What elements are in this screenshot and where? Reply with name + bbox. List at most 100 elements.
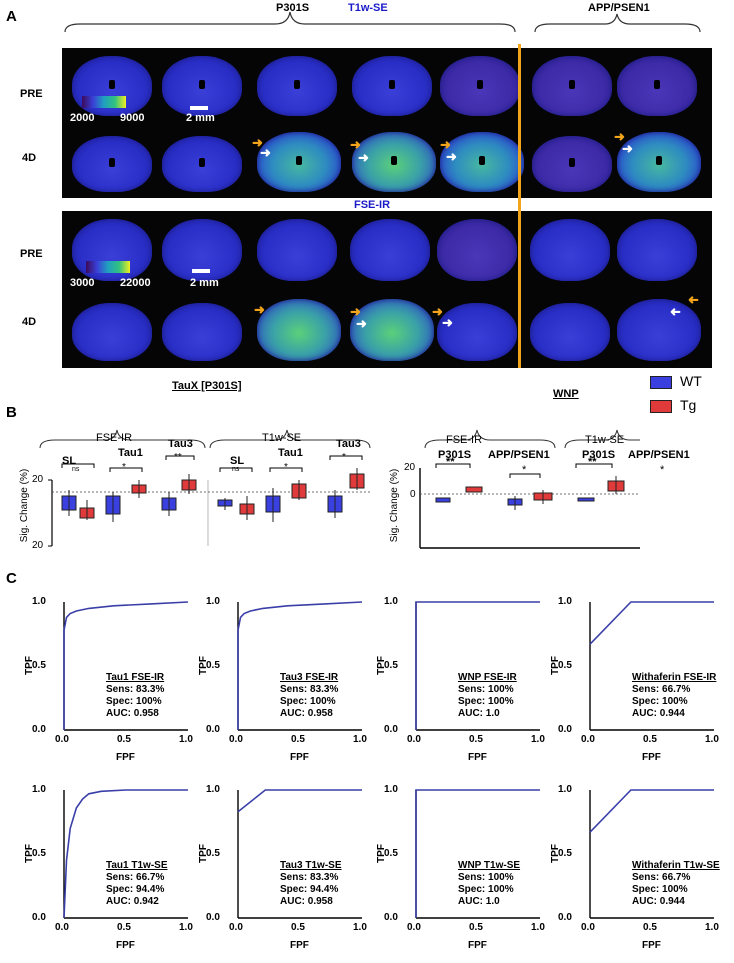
roc-stats: Tau1 T1w-SE Sens: 66.7% Spec: 94.4% AUC: 0.…: [106, 860, 168, 908]
roc-title: Tau3 T1w-SE: [280, 860, 342, 871]
xtick-label: 0.5: [291, 922, 305, 933]
brain-slice: [72, 136, 152, 192]
roc-stat-line: AUC: 1.0: [458, 708, 500, 719]
roc-curve: [589, 601, 714, 645]
roc-title: Tau3 FSE-IR: [280, 672, 339, 683]
group-label-tau1: Tau1: [278, 447, 303, 459]
brain-slice: [162, 136, 242, 192]
xtick-label: 1.0: [179, 734, 193, 745]
ytick-label: 0.5: [206, 660, 220, 671]
xtick-label: 0.0: [581, 734, 595, 745]
ytick-label: 0.0: [206, 724, 220, 735]
brain-slice: [352, 56, 432, 116]
group-app-label: APP/PSEN1: [588, 2, 650, 14]
xlabel: FPF: [290, 752, 309, 763]
roc-stat-line: Sens: 83.3%: [280, 872, 339, 883]
white-arrow-icon: ➜: [442, 315, 453, 330]
white-arrow-icon: ➜: [670, 304, 681, 319]
sig-star: **: [588, 456, 597, 468]
group-label-p301s: P301S: [582, 449, 616, 461]
xlabel: FPF: [468, 940, 487, 951]
roc-curve: [237, 789, 362, 813]
group-p301s-label: P301S: [276, 2, 310, 14]
orange-arrow-icon: ➜: [254, 302, 265, 317]
orange-arrow-icon: ➜: [614, 129, 625, 144]
roc-stat-line: Spec: 100%: [458, 884, 514, 895]
roc-curve: [415, 601, 540, 730]
ytick-label: 0.0: [32, 912, 46, 923]
xtick-label: 0.5: [643, 734, 657, 745]
white-arrow-icon: ➜: [260, 145, 271, 160]
ytick-label: 1.0: [206, 596, 220, 607]
t1-colorbar: [82, 96, 126, 108]
ytick-label: 0.5: [384, 848, 398, 859]
ytick-label: 1.0: [206, 784, 220, 795]
sig-star: *: [122, 462, 126, 473]
orange-arrow-icon: ➜: [440, 137, 451, 152]
sig-ns: ns: [232, 466, 240, 473]
xlabel: FPF: [468, 752, 487, 763]
white-arrow-icon: ➜: [622, 141, 633, 156]
row-4d-label: 4D: [22, 152, 37, 164]
ytick-label: 0.5: [558, 848, 572, 859]
brain-slice: [532, 56, 612, 116]
brain-slice: [532, 136, 612, 192]
roc-stat-line: AUC: 0.958: [106, 708, 159, 719]
fse-ir-group-label: FSE-IR: [446, 434, 483, 446]
ytick-label: 0.5: [384, 660, 398, 671]
legend-tg-label: Tg: [680, 397, 697, 413]
orange-arrow-icon: ➜: [432, 304, 443, 319]
panel-a-brackets: [64, 11, 701, 33]
row-4d-label: 4D: [22, 316, 37, 328]
roc-stat-line: Sens: 100%: [458, 684, 514, 695]
group-label-tau3: Tau3: [336, 438, 361, 450]
roc-stats: Tau1 FSE-IR Sens: 83.3% Spec: 100% AUC: 0.9…: [106, 672, 164, 720]
group-label-sl: SL: [62, 455, 77, 467]
xtick-label: 1.0: [531, 734, 545, 745]
roc-title: Tau1 FSE-IR: [106, 672, 165, 683]
roc-stat-line: AUC: 1.0: [458, 896, 500, 907]
brain-slice-enhanced: [257, 299, 341, 361]
brain-slice-enhanced: [617, 132, 701, 192]
t1w-se-title: T1w-SE: [348, 2, 388, 14]
roc-stat-line: Spec: 100%: [632, 696, 688, 707]
ylabel: TPF: [375, 844, 387, 863]
xtick-label: 0.0: [55, 922, 69, 933]
xtick-label: 1.0: [353, 922, 367, 933]
roc-title: WNP FSE-IR: [458, 672, 517, 683]
ytick-label: 1.0: [32, 596, 46, 607]
roc-chart: 1.0 0.5 0.0 0.0 0.5 1.0 FPF TPF WNP FSE-IR Sens: …: [376, 590, 550, 770]
fse-colorbar: [86, 261, 130, 273]
xtick-label: 0.0: [581, 922, 595, 933]
xtick-label: 0.5: [117, 734, 131, 745]
sig-star: *: [660, 464, 665, 476]
t1-colorbar-min: 2000: [70, 112, 95, 124]
ytick-label: 0.5: [558, 660, 572, 671]
brain-slice: [72, 303, 152, 361]
roc-chart: 1.0 0.5 0.0 0.0 0.5 1.0 FPF TPF Tau1 T1w-SE Sens:…: [24, 778, 198, 958]
roc-chart: 1.0 0.5 0.0 0.0 0.5 1.0 FPF TPF WNP T1w-SE Sens: …: [375, 778, 550, 958]
t1-scale-bar: [190, 106, 208, 110]
t1-colorbar-max: 9000: [120, 112, 145, 124]
ytick-label: 0.0: [558, 912, 572, 923]
white-arrow-icon: ➜: [356, 316, 367, 331]
sig-ns: ns: [72, 466, 80, 473]
xtick-label: 0.5: [469, 734, 483, 745]
t1w-mri-grid: 2000 9000 2 mm ➜ ➜ ➜ ➜ ➜ ➜ ➜ ➜: [62, 48, 712, 198]
sig-star: *: [342, 452, 346, 463]
group-label-tau3: Tau3: [168, 438, 193, 450]
t1w-se-group-label: T1w-SE: [585, 434, 625, 446]
brain-slice: [350, 219, 430, 281]
fse-colorbar-min: 3000: [70, 277, 95, 289]
ylabel: TPF: [197, 844, 209, 863]
xtick-label: 1.0: [179, 922, 193, 933]
white-arrow-icon: ➜: [358, 150, 369, 165]
brain-slice: [617, 299, 701, 361]
panel-a-letter: A: [6, 8, 17, 25]
xtick-label: 1.0: [705, 922, 719, 933]
fse-scale-label: 2 mm: [190, 277, 219, 289]
ylabel: TPF: [197, 656, 209, 675]
ytick-label: 0.0: [206, 912, 220, 923]
ylabel-right: Sig. Change (%): [389, 468, 401, 543]
brain-slice: [617, 56, 697, 116]
